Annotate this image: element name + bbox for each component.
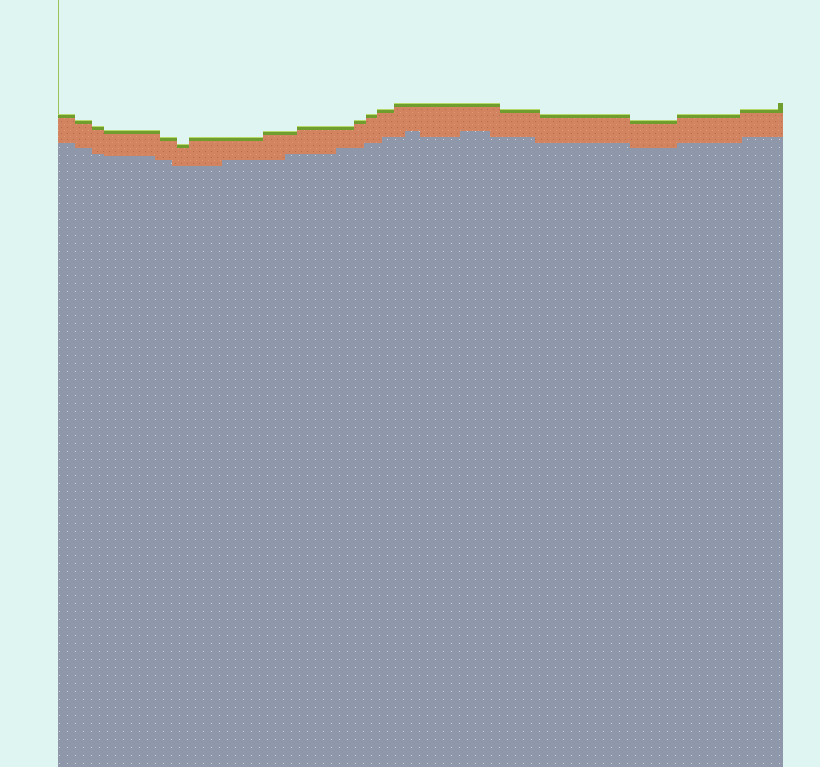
edge-grass-block	[778, 103, 783, 110]
stone-layer	[58, 131, 783, 767]
